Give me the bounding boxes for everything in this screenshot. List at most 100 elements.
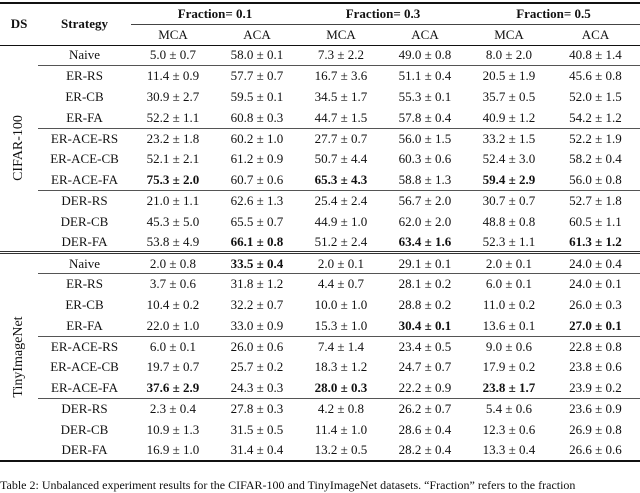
value-cell: 54.2 ± 1.2 xyxy=(569,109,622,125)
value-cell: 58.0 ± 0.1 xyxy=(230,47,284,63)
table-row: DER-CB 45.3 ± 5.0 65.5 ± 0.7 44.9 ± 1.0 62.0… xyxy=(0,211,640,232)
value-cell: 33.0 ± 0.9 xyxy=(230,317,284,333)
value-cell: 20.5 ± 1.9 xyxy=(467,65,551,87)
value-cell: 45.3 ± 5.0 xyxy=(146,213,200,229)
value-cell: 22.0 ± 1.0 xyxy=(146,317,200,333)
value-cell: 7.3 ± 2.2 xyxy=(317,47,365,63)
strategy-cell: ER-ACE-RS xyxy=(38,127,131,149)
value-cell: 26.9 ± 0.8 xyxy=(569,421,622,437)
strategy-cell: ER-CB xyxy=(65,88,104,104)
table-row: DER-RS 2.3 ± 0.4 27.8 ± 0.3 4.2 ± 0.8 26.2 ±… xyxy=(0,398,640,420)
strategy-cell: ER-RS xyxy=(38,65,131,87)
value-cell: 13.6 ± 0.1 xyxy=(482,317,536,333)
value-cell: 7.4 ± 1.4 xyxy=(299,335,383,357)
table-row: DER-FA 16.9 ± 1.0 31.4 ± 0.4 13.2 ± 0.5 28.2… xyxy=(0,440,640,462)
value-cell: 60.8 ± 0.3 xyxy=(230,109,284,125)
value-cell: 65.3 ± 4.3 xyxy=(314,171,368,187)
value-cell: 62.6 ± 1.3 xyxy=(215,190,299,212)
value-cell: 61.2 ± 0.9 xyxy=(230,151,284,167)
table-row: ER-ACE-CB 19.7 ± 0.7 25.7 ± 0.2 18.3 ± 1.2 2… xyxy=(0,357,640,378)
value-cell: 44.7 ± 1.5 xyxy=(314,109,368,125)
strategy-cell: ER-ACE-CB xyxy=(50,359,119,375)
header-metric: MCA xyxy=(131,24,215,46)
value-cell: 16.7 ± 3.6 xyxy=(299,65,383,87)
value-cell: 28.2 ± 0.4 xyxy=(383,440,467,462)
dataset-label: TinyImageNet xyxy=(0,251,38,462)
value-cell: 65.5 ± 0.7 xyxy=(230,213,284,229)
strategy-cell: ER-CB xyxy=(65,296,104,312)
strategy-cell: DER-RS xyxy=(38,398,131,420)
value-cell: 52.1 ± 2.1 xyxy=(146,151,200,167)
value-cell: 45.6 ± 0.8 xyxy=(551,65,640,87)
value-cell: 10.0 ± 1.0 xyxy=(314,296,368,312)
value-cell: 12.3 ± 0.6 xyxy=(482,421,536,437)
value-cell: 6.0 ± 0.1 xyxy=(467,273,551,295)
results-table: DS Strategy Fraction= 0.1 Fraction= 0.3 … xyxy=(0,2,640,462)
header-metric: ACA xyxy=(215,24,299,46)
value-cell: 50.7 ± 4.4 xyxy=(314,151,368,167)
table-row: DER-RS 21.0 ± 1.1 62.6 ± 1.3 25.4 ± 2.4 56.7… xyxy=(0,190,640,212)
strategy-cell: DER-FA xyxy=(61,233,108,249)
header-fraction-0.1: Fraction= 0.1 xyxy=(131,3,299,25)
value-cell: 26.0 ± 0.3 xyxy=(569,296,622,312)
strategy-cell: ER-FA xyxy=(66,317,103,333)
value-cell: 63.4 ± 1.6 xyxy=(398,233,452,249)
table-row: ER-RS 11.4 ± 0.9 57.7 ± 0.7 16.7 ± 3.6 51.1 … xyxy=(0,65,640,87)
value-cell: 35.7 ± 0.5 xyxy=(482,88,536,104)
dataset-label: CIFAR-100 xyxy=(0,45,38,253)
value-cell: 24.0 ± 0.4 xyxy=(551,251,640,274)
table-row: CIFAR-100 Naive 5.0 ± 0.7 58.0 ± 0.1 7.3 ± 2… xyxy=(0,45,640,181)
value-cell: 11.4 ± 1.0 xyxy=(314,421,368,437)
value-cell: 53.8 ± 4.9 xyxy=(146,233,200,249)
table-row: DER-FA 53.8 ± 4.9 66.1 ± 0.8 51.2 ± 2.4 63.4… xyxy=(0,232,640,253)
value-cell: 60.2 ± 1.0 xyxy=(215,127,299,149)
value-cell: 11.4 ± 0.9 xyxy=(131,65,215,87)
value-cell: 25.4 ± 2.4 xyxy=(299,190,383,212)
value-cell: 13.2 ± 0.5 xyxy=(299,440,383,462)
value-cell: 60.5 ± 1.1 xyxy=(569,213,622,229)
header-metric: MCA xyxy=(467,24,551,46)
strategy-cell: DER-CB xyxy=(60,213,109,229)
strategy-cell: ER-ACE-CB xyxy=(50,151,119,167)
value-cell: 32.2 ± 0.7 xyxy=(230,296,284,312)
value-cell: 27.0 ± 0.1 xyxy=(569,317,622,333)
strategy-cell: ER-RS xyxy=(38,273,131,295)
strategy-cell: DER-FA xyxy=(38,440,131,462)
value-cell: 44.9 ± 1.0 xyxy=(314,213,368,229)
value-cell: 27.7 ± 0.7 xyxy=(299,127,383,149)
value-cell: 3.7 ± 0.6 xyxy=(131,273,215,295)
value-cell: 51.2 ± 2.4 xyxy=(314,233,368,249)
value-cell: 22.2 ± 0.9 xyxy=(398,379,452,395)
header-metric: MCA xyxy=(299,24,383,46)
value-cell: 18.3 ± 1.2 xyxy=(314,359,368,375)
value-cell: 2.0 ± 0.8 xyxy=(131,251,215,274)
value-cell: 29.1 ± 0.1 xyxy=(383,251,467,274)
strategy-cell: Naive xyxy=(38,251,131,274)
value-cell: 40.9 ± 1.2 xyxy=(482,109,536,125)
value-cell: 34.5 ± 1.7 xyxy=(314,88,368,104)
header-metric: ACA xyxy=(551,24,640,46)
dataset-name: TinyImageNet xyxy=(11,316,26,398)
value-cell: 2.0 ± 0.1 xyxy=(467,251,551,274)
value-cell: 19.7 ± 0.7 xyxy=(146,359,200,375)
value-cell: 59.5 ± 0.1 xyxy=(230,88,284,104)
value-cell: 28.8 ± 0.2 xyxy=(398,296,452,312)
value-cell: 51.1 ± 0.4 xyxy=(383,65,467,87)
value-cell: 52.0 ± 1.5 xyxy=(569,88,622,104)
value-cell: 23.2 ± 1.8 xyxy=(131,127,215,149)
value-cell: 8.0 ± 2.0 xyxy=(485,47,533,63)
value-cell: 49.0 ± 0.8 xyxy=(398,47,452,63)
value-cell: 40.8 ± 1.4 xyxy=(569,47,622,63)
value-cell: 23.6 ± 0.9 xyxy=(551,398,640,420)
value-cell: 52.2 ± 1.1 xyxy=(146,109,200,125)
value-cell: 31.8 ± 1.2 xyxy=(215,273,299,295)
value-cell: 75.3 ± 2.0 xyxy=(146,171,200,187)
strategy-cell: DER-RS xyxy=(38,190,131,212)
value-cell: 62.0 ± 2.0 xyxy=(398,213,452,229)
value-cell: 52.7 ± 1.8 xyxy=(551,190,640,212)
table-row: ER-CB 10.4 ± 0.2 32.2 ± 0.7 10.0 ± 1.0 28.8 … xyxy=(0,295,640,316)
value-cell: 30.9 ± 2.7 xyxy=(146,88,200,104)
value-cell: 61.3 ± 1.2 xyxy=(569,233,622,249)
value-cell: 23.4 ± 0.5 xyxy=(383,335,467,357)
strategy-cell: DER-CB xyxy=(60,421,109,437)
